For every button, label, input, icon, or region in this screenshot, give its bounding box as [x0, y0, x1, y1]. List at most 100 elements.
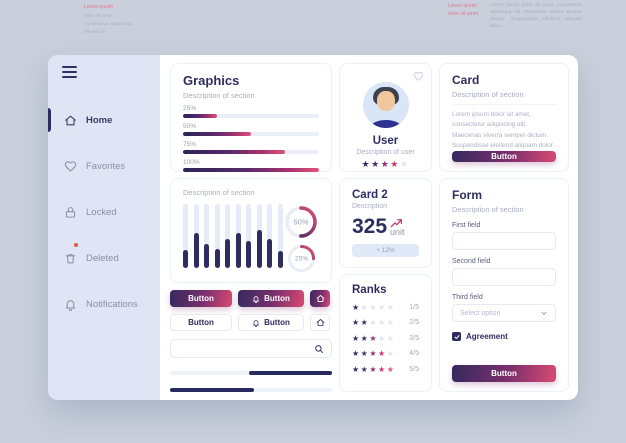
- home-icon: [316, 295, 324, 302]
- first-field-input[interactable]: [452, 232, 556, 250]
- donut-charts: 50% 25%: [283, 204, 319, 274]
- chart-bar-track: [256, 204, 262, 268]
- button-label: Button: [264, 294, 290, 303]
- rank-stars: ★★★★★: [352, 349, 395, 358]
- rank-stars: ★★★★★: [352, 318, 395, 327]
- star-icon: ★: [378, 349, 387, 358]
- donut-chart-25: 25%: [287, 244, 315, 273]
- chart-bar: [183, 250, 188, 268]
- progress-row: 50%: [183, 123, 319, 136]
- progress-label: 75%: [183, 141, 197, 148]
- sidebar-item-label: Notifications: [86, 298, 138, 310]
- decor-accent: Lorem ipsum dolor sit amet: [448, 3, 479, 17]
- progress-label: 50%: [183, 123, 197, 130]
- search-input[interactable]: [178, 344, 314, 354]
- user-rating: ★★★★★: [348, 159, 423, 170]
- bell-icon: [253, 319, 259, 327]
- user-name: User: [372, 135, 399, 147]
- agreement-checkbox[interactable]: [452, 332, 461, 341]
- select-placeholder: Select option: [460, 309, 501, 317]
- stat-value-row: 325 unit: [352, 216, 419, 237]
- decor-text-right: Lorem ipsum dolor sit amet Lorem ipsum d…: [448, 3, 582, 31]
- trash-icon: [65, 253, 76, 263]
- stat-card: Card 2 Description 325 unit + 12%: [339, 178, 432, 268]
- slider[interactable]: [170, 371, 332, 376]
- star-icon: ★: [378, 364, 387, 374]
- star-icon: ★: [352, 349, 361, 358]
- sidebar-item-favorites[interactable]: Favorites: [48, 153, 160, 179]
- secondary-bell-button[interactable]: Button: [238, 314, 304, 331]
- card-description: Description: [352, 203, 388, 210]
- decor-lines: Lorem ipsum dolor sit amet, consectetur …: [490, 3, 582, 29]
- chart-bar: [214, 248, 220, 268]
- home-icon: [65, 115, 76, 125]
- rank-stars: ★★★★★: [352, 303, 395, 312]
- progress-bar: [183, 132, 319, 136]
- rank-stars: ★★★★★: [352, 365, 395, 374]
- star-icon: ★: [369, 318, 379, 327]
- trend-up-icon: [390, 219, 403, 228]
- chart-bar: [256, 229, 262, 268]
- secondary-button-row: Button Button: [170, 314, 332, 331]
- star-icon: ★: [386, 333, 396, 343]
- rank-row: ★★★★★ 5/5: [352, 365, 419, 374]
- star-icon: ★: [361, 159, 372, 169]
- progress-row: 25%: [183, 105, 319, 118]
- second-field-input[interactable]: [452, 268, 556, 286]
- slider[interactable]: [170, 388, 332, 392]
- star-icon: ★: [380, 159, 391, 169]
- progress-bar: [183, 150, 319, 154]
- card-title: Graphics: [183, 73, 240, 88]
- rank-row: ★★★★★ 1/5: [352, 303, 419, 312]
- chart-bar-track: [204, 204, 210, 268]
- sidebar-item-notifications[interactable]: Notifications: [48, 291, 160, 317]
- chart-bar-track: [267, 204, 273, 268]
- button-label: Button: [188, 294, 214, 303]
- sidebar: Home Favorites Locked Deleted Notificati…: [48, 55, 160, 400]
- rank-row: ★★★★★ 4/5: [352, 349, 419, 358]
- chart-bar-track: [183, 204, 188, 268]
- donut-label: 25%: [295, 256, 308, 263]
- menu-icon[interactable]: [62, 66, 77, 81]
- check-icon: [454, 334, 459, 339]
- sidebar-item-deleted[interactable]: Deleted: [48, 243, 160, 271]
- progress-row: 75%: [183, 141, 319, 154]
- bar-chart: [183, 204, 283, 268]
- card-description: Description of section: [452, 205, 524, 214]
- primary-bell-button[interactable]: Button: [238, 290, 304, 307]
- sidebar-item-home[interactable]: Home: [48, 107, 160, 133]
- secondary-home-button[interactable]: [310, 314, 330, 331]
- card-title: Ranks: [352, 284, 387, 296]
- sidebar-nav: Home Favorites Locked Deleted Notificati…: [48, 107, 160, 337]
- ranks-card: Ranks ★★★★★ 1/5 ★★★★★ 2/5 ★★★★★ 3/5 ★★★★…: [339, 274, 432, 392]
- star-icon: ★: [369, 364, 379, 374]
- form-card: Form Description of section First field …: [439, 178, 569, 392]
- star-icon: ★: [360, 333, 370, 343]
- home-icon: [316, 319, 324, 326]
- sidebar-item-label: Favorites: [86, 160, 126, 172]
- card-button[interactable]: Button: [452, 151, 556, 162]
- primary-button[interactable]: Button: [170, 290, 232, 307]
- card-title: Card 2: [352, 189, 388, 201]
- select-dropdown[interactable]: Select option: [452, 304, 556, 322]
- star-icon: ★: [352, 318, 361, 327]
- star-icon: ★: [386, 349, 396, 358]
- slider-fill: [170, 388, 255, 392]
- sidebar-item-locked[interactable]: Locked: [48, 199, 160, 225]
- column-graphics: Graphics Description of section 25% 50% …: [170, 63, 332, 392]
- sidebar-item-label: Deleted: [86, 252, 119, 264]
- favorite-heart-icon[interactable]: [413, 71, 424, 82]
- form-submit-button[interactable]: Button: [452, 365, 556, 382]
- search-icon[interactable]: [314, 344, 324, 354]
- star-icon: ★: [386, 364, 396, 374]
- heart-icon: [64, 160, 77, 172]
- star-icon: ★: [386, 302, 396, 312]
- card-body-text: Lorem ipsum dolor sit amet, consectetur …: [452, 111, 555, 149]
- primary-home-button[interactable]: [310, 290, 330, 307]
- star-icon: ★: [360, 318, 370, 327]
- chart-bar: [204, 243, 210, 268]
- secondary-button[interactable]: Button: [170, 314, 232, 331]
- rank-label: 1/5: [409, 303, 419, 311]
- column-cards: User Description of user ★★★★★ Card 2 De…: [339, 63, 432, 392]
- chart-bar: [235, 232, 241, 268]
